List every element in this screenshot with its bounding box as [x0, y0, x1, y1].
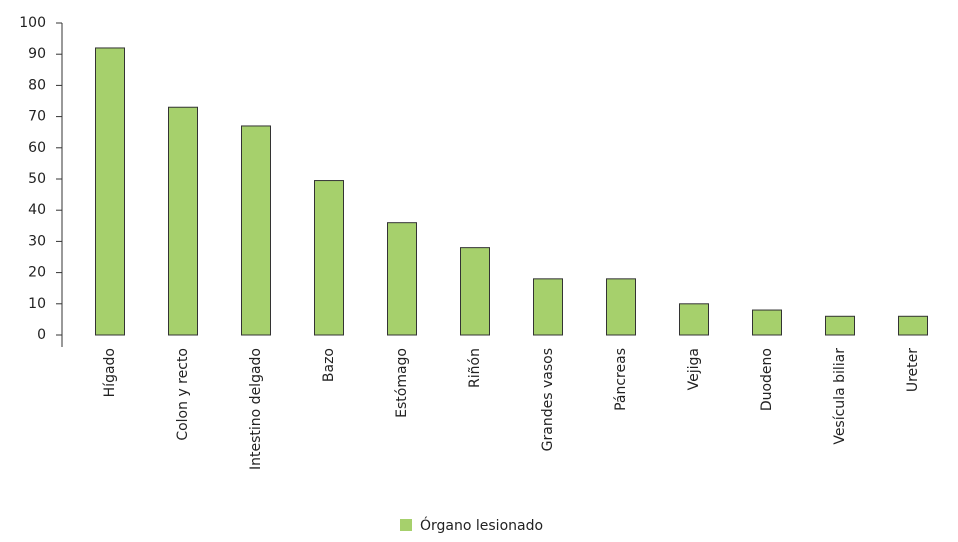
- x-tick-label: Ureter: [905, 348, 921, 392]
- bar: [752, 309, 782, 336]
- bar: [241, 125, 271, 336]
- legend-swatch: [400, 519, 412, 531]
- y-tick-label: 80: [28, 77, 46, 93]
- bar: [168, 106, 198, 336]
- x-tick-label: Vejiga: [686, 348, 702, 390]
- x-tick-label: Páncreas: [613, 348, 629, 411]
- bar: [95, 47, 125, 336]
- y-tick-label: 70: [28, 109, 46, 125]
- y-tick-label: 100: [19, 15, 46, 31]
- x-tick-label: Vesícula biliar: [832, 348, 848, 445]
- bar: [314, 180, 344, 336]
- x-tick-label: Riñón: [467, 348, 483, 388]
- bar: [533, 278, 563, 336]
- x-tick-label: Intestino delgado: [248, 348, 264, 470]
- bar: [679, 303, 709, 336]
- bar: [825, 315, 855, 336]
- y-tick-label: 40: [28, 202, 46, 218]
- x-tick-label: Estómago: [394, 348, 410, 418]
- bar: [606, 278, 636, 336]
- y-tick-label: 90: [28, 46, 46, 62]
- y-tick-label: 0: [37, 327, 46, 343]
- bar: [387, 222, 417, 336]
- y-tick-label: 50: [28, 171, 46, 187]
- x-tick-label: Grandes vasos: [540, 348, 556, 451]
- x-tick-label: Duodeno: [759, 348, 775, 411]
- y-tick-label: 60: [28, 140, 46, 156]
- bar: [460, 247, 490, 336]
- x-tick-label: Colon y recto: [175, 348, 191, 441]
- legend-label: Órgano lesionado: [420, 516, 543, 534]
- y-tick-label: 30: [28, 233, 46, 249]
- bar: [898, 315, 928, 336]
- y-tick-label: 20: [28, 265, 46, 281]
- x-tick-label: Bazo: [321, 348, 337, 382]
- x-tick-label: Hígado: [102, 348, 118, 397]
- y-tick-label: 10: [28, 296, 46, 312]
